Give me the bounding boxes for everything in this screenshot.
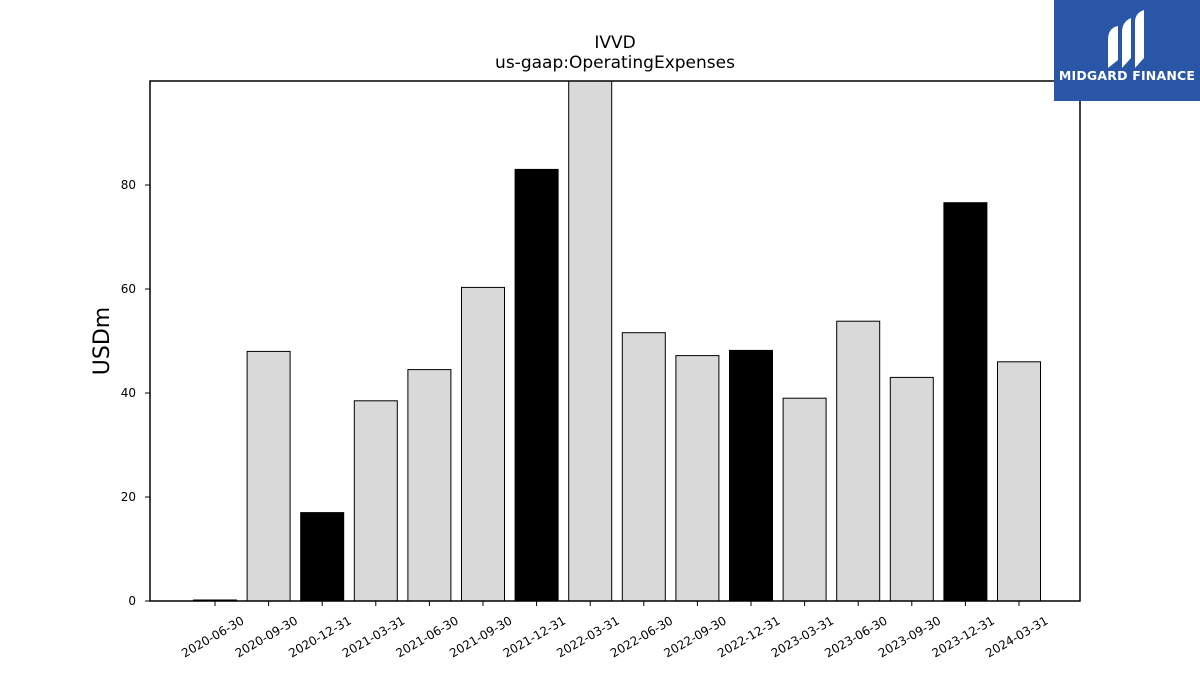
bar-2023-09-30 (889, 376, 934, 602)
bar-2022-03-31 (568, 80, 613, 602)
bar-2020-12-31 (300, 512, 345, 602)
y-tick-label: 20 (121, 490, 136, 504)
bar-2023-12-31 (943, 202, 988, 602)
bar-2021-12-31 (514, 168, 559, 602)
bar-2021-09-30 (461, 286, 505, 602)
brand-logo: MIDGARD FINANCE (1054, 0, 1200, 101)
y-tick-label: 80 (121, 178, 136, 192)
bar-2023-06-30 (836, 320, 881, 602)
y-tick-label: 40 (121, 386, 136, 400)
bars-group (193, 80, 1041, 602)
bar-2022-09-30 (675, 355, 720, 602)
bar-2020-09-30 (246, 350, 291, 602)
bar-2022-12-31 (729, 349, 773, 602)
chart-subtitle: us-gaap:OperatingExpenses (495, 53, 735, 73)
bar-2021-03-31 (353, 400, 398, 602)
brand-name: MIDGARD FINANCE (1058, 68, 1196, 83)
bar-2021-06-30 (407, 369, 452, 602)
plot-frame (149, 80, 1081, 602)
bar-2022-06-30 (621, 332, 666, 602)
midgard-logo-icon (1108, 10, 1144, 68)
bar-2023-03-31 (782, 397, 827, 602)
y-tick-label: 60 (121, 282, 136, 296)
y-axis-label: USDm (90, 307, 115, 375)
y-tick-label: 0 (128, 594, 136, 608)
chart-title: IVVD (594, 33, 635, 53)
bar-2024-03-31 (997, 361, 1041, 602)
